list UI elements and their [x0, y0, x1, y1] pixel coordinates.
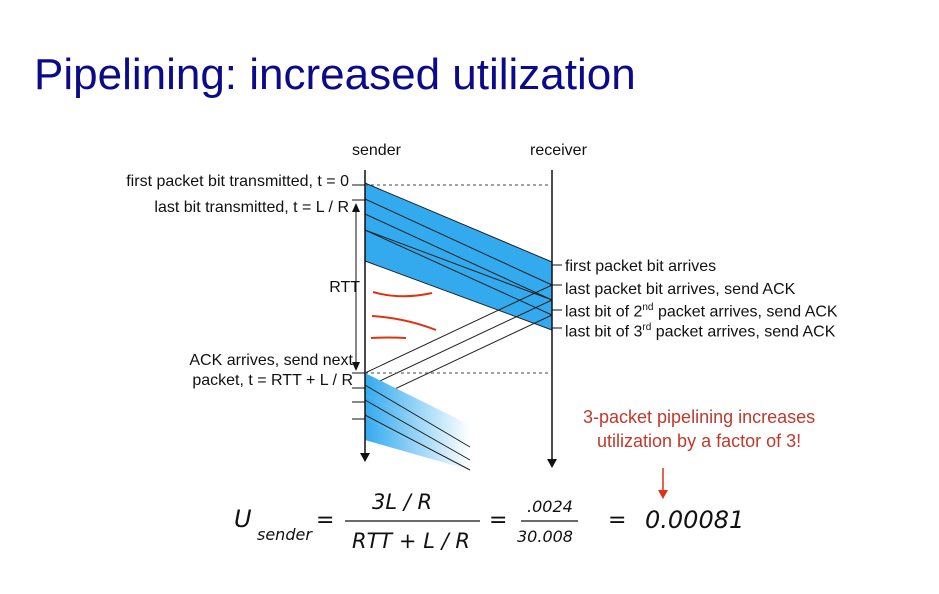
slide-title: Pipelining: increased utilization [34, 50, 636, 99]
pipelining-callout: 3-packet pipelining increases utilizatio… [583, 405, 815, 453]
last-packet-arrives-label: last packet bit arrives, send ACK [565, 281, 796, 298]
first-packet-arrives-label: first packet bit arrives [565, 258, 717, 275]
formula-result: 0.00081 [645, 506, 745, 534]
ack-arrives-label-line1: ACK arrives, send next [189, 352, 353, 369]
next-packet-band-1 [365, 373, 470, 447]
formula-equals-3: = [608, 508, 627, 533]
next-packet-band-2 [365, 395, 470, 470]
formula-den2: 30.008 [517, 527, 573, 546]
formula-num2: .0024 [527, 497, 573, 516]
formula-denominator: RTT + L / R [352, 529, 470, 553]
third-packet-arrives-label: last bit of 3rd packet arrives, send ACK [565, 322, 836, 341]
formula-u: U [234, 505, 252, 533]
formula-subscript: sender [257, 525, 312, 544]
receiver-label: receiver [530, 142, 587, 159]
second-packet-arrives-label: last bit of 2nd packet arrives, send ACK [565, 302, 838, 321]
ack-arrives-label-line2: packet, t = RTT + L / R [192, 372, 353, 389]
formula-equals-2: = [489, 508, 508, 533]
red-annotation [372, 291, 433, 298]
sender-label: sender [352, 142, 401, 159]
ack-line-1 [364, 284, 553, 374]
formula-equals-1: = [316, 508, 335, 533]
first-bit-transmitted-label: first packet bit transmitted, t = 0 [126, 173, 349, 190]
formula-numerator: 3L / R [372, 490, 433, 514]
last-bit-transmitted-label: last bit transmitted, t = L / R [154, 199, 349, 216]
ack-line-3 [364, 314, 553, 404]
next-packet-band-3 [365, 418, 470, 470]
callout-line2: utilization by a factor of 3! [597, 431, 802, 451]
callout-line1: 3-packet pipelining increases [583, 407, 816, 427]
rtt-label: RTT [329, 279, 360, 296]
ack-line-2 [364, 299, 553, 389]
